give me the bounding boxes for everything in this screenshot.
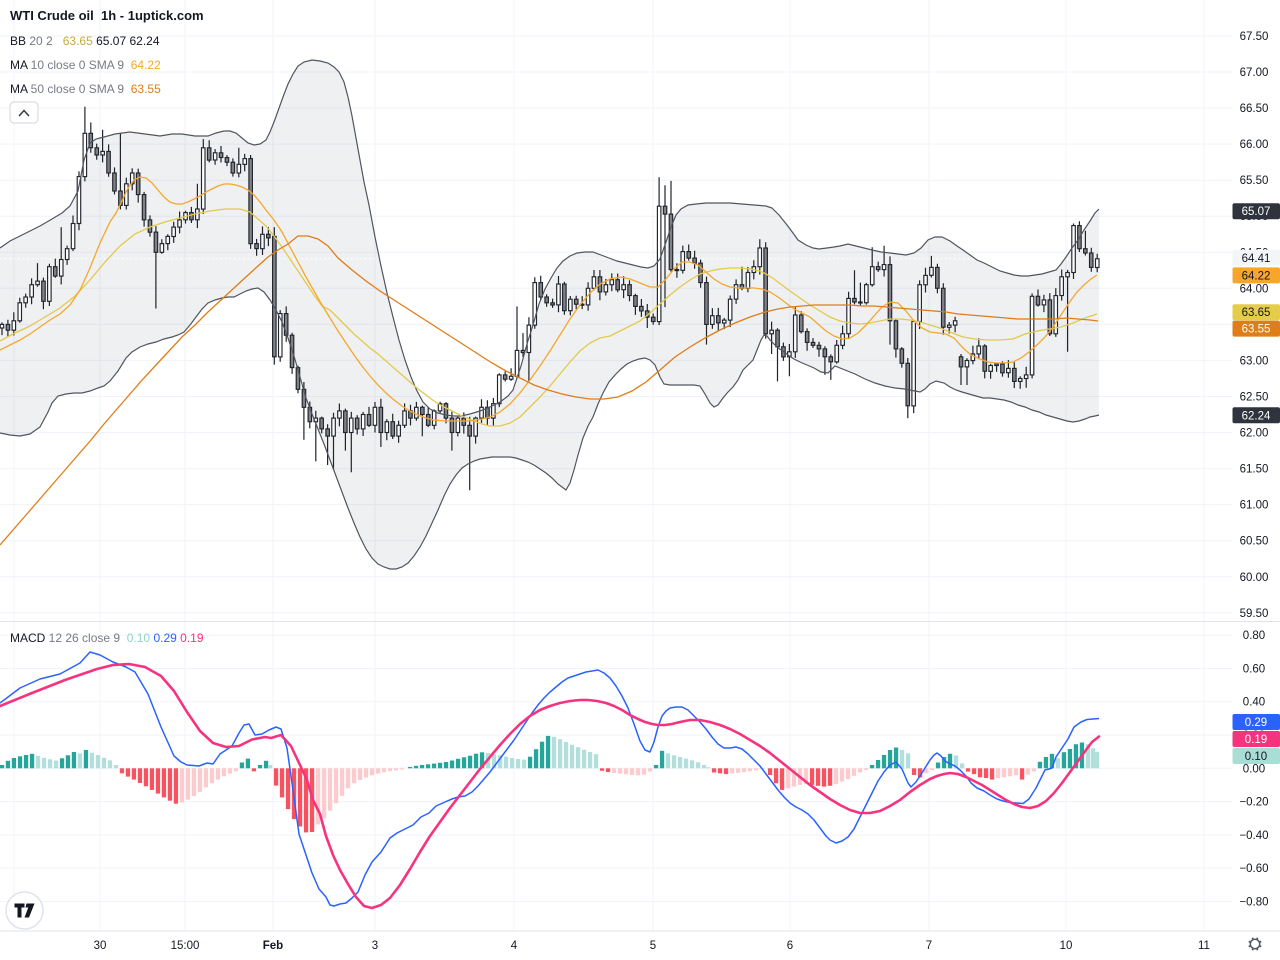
svg-text:MA 50 close 0 SMA 9 63.55: MA 50 close 0 SMA 9 63.55 [10, 82, 161, 96]
svg-text:10: 10 [1060, 940, 1073, 952]
svg-text:63.65: 63.65 [1242, 307, 1271, 319]
svg-text:7: 7 [926, 940, 932, 952]
svg-text:4: 4 [511, 940, 518, 952]
svg-text:−0.40: −0.40 [1239, 830, 1268, 842]
svg-text:−0.80: −0.80 [1239, 896, 1268, 908]
svg-text:5: 5 [650, 940, 656, 952]
svg-text:0.00: 0.00 [1243, 763, 1265, 775]
svg-text:−0.20: −0.20 [1239, 797, 1268, 809]
svg-text:61.50: 61.50 [1240, 464, 1269, 476]
svg-text:64.00: 64.00 [1240, 283, 1269, 295]
svg-text:66.50: 66.50 [1240, 103, 1269, 115]
svg-text:59.50: 59.50 [1240, 608, 1269, 620]
svg-text:15:00: 15:00 [171, 940, 200, 952]
svg-text:6: 6 [787, 940, 793, 952]
svg-text:62.24: 62.24 [1242, 410, 1271, 422]
svg-text:3: 3 [372, 940, 378, 952]
svg-text:60.00: 60.00 [1240, 572, 1269, 584]
svg-text:11: 11 [1198, 940, 1210, 952]
svg-text:60.50: 60.50 [1240, 536, 1269, 548]
svg-text:Feb: Feb [263, 940, 283, 952]
svg-text:64.22: 64.22 [1242, 270, 1271, 282]
svg-text:63.00: 63.00 [1240, 355, 1269, 367]
svg-text:WTI Crude oil 1h - 1uptick.co: WTI Crude oil 1h - 1uptick.com [10, 8, 204, 23]
svg-text:0.19: 0.19 [1245, 734, 1267, 746]
svg-text:0.29: 0.29 [1245, 717, 1267, 729]
svg-text:62.00: 62.00 [1240, 428, 1269, 440]
svg-text:−0.60: −0.60 [1239, 863, 1268, 875]
svg-text:66.00: 66.00 [1240, 139, 1269, 151]
svg-text:30: 30 [94, 940, 107, 952]
svg-text:61.00: 61.00 [1240, 500, 1269, 512]
svg-text:0.60: 0.60 [1243, 664, 1265, 676]
svg-text:0.80: 0.80 [1243, 630, 1265, 642]
svg-text:MA 10 close 0 SMA 9 64.22: MA 10 close 0 SMA 9 64.22 [10, 58, 161, 72]
svg-text:62.50: 62.50 [1240, 392, 1269, 404]
svg-text:MACD 12 26 close 9 0.10 0.29: MACD 12 26 close 9 0.10 0.29 0.19 [10, 631, 204, 645]
svg-text:65.50: 65.50 [1240, 175, 1269, 187]
svg-text:67.50: 67.50 [1240, 31, 1269, 43]
svg-text:0.40: 0.40 [1243, 697, 1265, 709]
svg-text:63.55: 63.55 [1242, 324, 1271, 336]
svg-text:BB 20 2 63.65 65.07 62.24: BB 20 2 63.65 65.07 62.24 [10, 34, 160, 48]
svg-text:67.00: 67.00 [1240, 67, 1269, 79]
svg-text:0.10: 0.10 [1245, 751, 1267, 763]
svg-text:64.41: 64.41 [1242, 253, 1271, 265]
svg-text:65.07: 65.07 [1242, 206, 1271, 218]
